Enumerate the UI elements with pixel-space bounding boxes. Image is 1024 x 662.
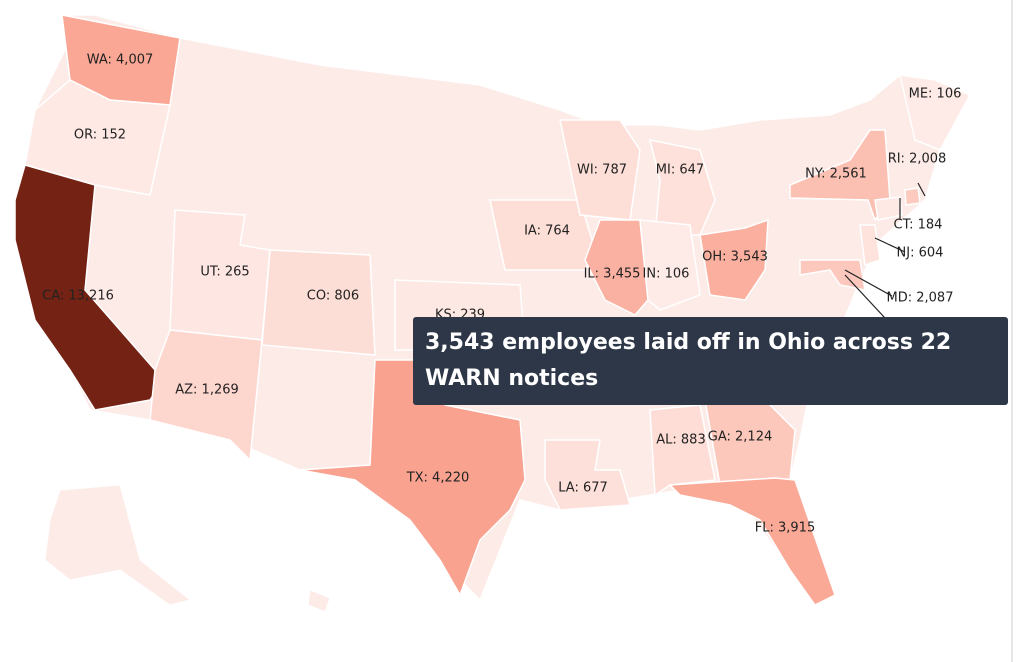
state-label: OH: 3,543 bbox=[702, 250, 768, 265]
state[interactable] bbox=[544, 439, 631, 511]
state[interactable] bbox=[24, 79, 171, 196]
labels: WA: 4,007 OR: 152 CA: 13,216 UT: 265 CO: 806… bbox=[42, 53, 961, 536]
state-label: FL: 3,915 bbox=[755, 521, 815, 536]
states bbox=[14, 14, 972, 606]
state-label: AZ: 1,269 bbox=[175, 383, 239, 398]
state-label: ME: 106 bbox=[909, 87, 962, 102]
state[interactable] bbox=[668, 477, 836, 606]
state[interactable] bbox=[699, 218, 769, 301]
state[interactable] bbox=[261, 249, 376, 356]
state-label: IN: 106 bbox=[643, 267, 690, 282]
state[interactable] bbox=[904, 187, 921, 206]
state-label: NJ: 604 bbox=[897, 246, 944, 261]
state-label: RI: 2,008 bbox=[888, 152, 947, 167]
state-label: CA: 13,216 bbox=[42, 289, 114, 304]
state[interactable] bbox=[799, 259, 866, 291]
state-label: GA: 2,124 bbox=[708, 430, 772, 445]
tooltip: 3,543 employees laid off in Ohio across … bbox=[413, 317, 1008, 405]
state-label: CO: 806 bbox=[307, 289, 359, 304]
state[interactable] bbox=[559, 119, 641, 221]
state[interactable] bbox=[14, 164, 161, 411]
state-label: MI: 647 bbox=[656, 163, 704, 178]
state[interactable] bbox=[899, 74, 972, 151]
state[interactable] bbox=[859, 224, 881, 267]
state[interactable] bbox=[299, 359, 526, 597]
state-label: MD: 2,087 bbox=[887, 291, 954, 306]
hawaii bbox=[307, 589, 331, 613]
state-label: WA: 4,007 bbox=[87, 53, 154, 68]
state-label: NY: 2,561 bbox=[805, 167, 867, 182]
leader-line bbox=[844, 269, 893, 297]
state-label: OR: 152 bbox=[74, 128, 126, 143]
leader-line bbox=[917, 182, 926, 197]
state-label: LA: 677 bbox=[558, 481, 608, 496]
state[interactable] bbox=[149, 329, 263, 462]
state-label: AL: 883 bbox=[656, 433, 705, 448]
state-label: IL: 3,455 bbox=[584, 267, 641, 282]
leader-line bbox=[874, 237, 906, 253]
state-label: IA: 764 bbox=[524, 224, 570, 239]
leader-line bbox=[844, 274, 886, 319]
state-label: TX: 4,220 bbox=[406, 471, 470, 486]
leaders bbox=[844, 182, 926, 319]
state-label: UT: 265 bbox=[200, 265, 249, 280]
state[interactable] bbox=[639, 219, 701, 311]
state[interactable] bbox=[874, 196, 903, 221]
state[interactable] bbox=[649, 404, 716, 497]
state-label: WI: 787 bbox=[577, 163, 627, 178]
state-label: CT: 184 bbox=[894, 218, 943, 233]
alaska bbox=[44, 484, 192, 606]
